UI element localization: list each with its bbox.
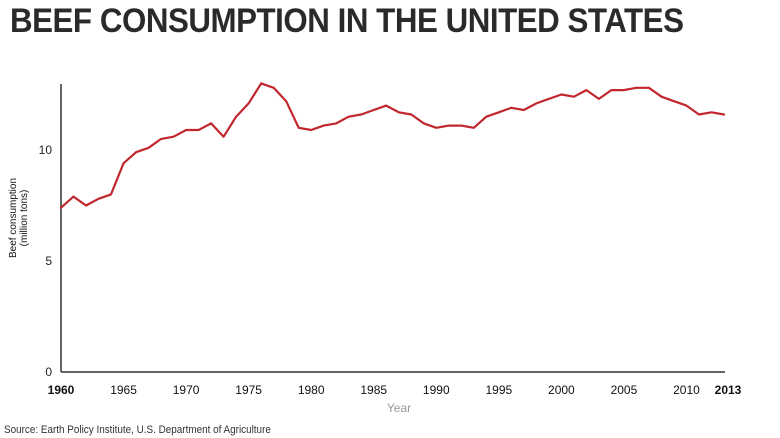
data-point bbox=[260, 82, 263, 85]
data-point bbox=[510, 106, 513, 109]
x-tick-label: 2010 bbox=[673, 383, 700, 397]
data-point bbox=[335, 122, 338, 125]
x-tick-label: 1960 bbox=[48, 383, 75, 397]
x-tick-label: 2013 bbox=[715, 383, 742, 397]
x-tick-label: 2000 bbox=[548, 383, 575, 397]
data-point bbox=[497, 111, 500, 114]
data-point bbox=[485, 115, 488, 118]
x-tick-label: 1985 bbox=[360, 383, 387, 397]
data-point bbox=[673, 100, 675, 103]
y-tick-label: 5 bbox=[45, 254, 52, 268]
data-point bbox=[185, 129, 188, 131]
data-point bbox=[347, 115, 350, 118]
data-point bbox=[435, 126, 438, 129]
data-point bbox=[598, 98, 600, 100]
data-point bbox=[422, 122, 425, 125]
x-axis-title: Year bbox=[387, 401, 411, 415]
data-point bbox=[197, 129, 200, 131]
data-point bbox=[610, 89, 613, 91]
data-points bbox=[60, 82, 725, 209]
y-tick-labels: 0 5 10 bbox=[39, 143, 53, 379]
data-point bbox=[272, 86, 275, 89]
x-tick-label: 1980 bbox=[298, 383, 325, 397]
y-axis-title-line1: Beef consumption bbox=[8, 178, 19, 258]
x-tick-label: 1975 bbox=[235, 383, 262, 397]
data-point bbox=[472, 126, 475, 129]
data-point bbox=[623, 89, 625, 91]
y-tick-label: 0 bbox=[45, 365, 52, 379]
data-point bbox=[235, 115, 238, 118]
x-tick-label: 2005 bbox=[611, 383, 638, 397]
data-point bbox=[385, 104, 388, 107]
data-point bbox=[522, 109, 525, 111]
data-point bbox=[297, 126, 300, 129]
data-point bbox=[585, 89, 588, 91]
data-point bbox=[535, 102, 538, 105]
data-point bbox=[172, 135, 175, 138]
y-tick-label: 10 bbox=[39, 143, 53, 157]
data-point bbox=[222, 135, 225, 138]
data-point bbox=[660, 95, 663, 98]
x-tick-labels: 1960 1965 1970 1975 1980 1985 1990 1995 2000 2005… bbox=[48, 383, 742, 397]
data-point bbox=[397, 111, 400, 114]
data-point bbox=[635, 86, 638, 89]
x-tick-label: 1990 bbox=[423, 383, 450, 397]
data-point bbox=[360, 113, 363, 116]
data-point bbox=[60, 206, 62, 209]
data-point bbox=[698, 113, 700, 116]
data-point bbox=[322, 124, 325, 127]
x-tick-label: 1965 bbox=[110, 383, 137, 397]
data-point bbox=[573, 95, 575, 98]
source-note: Source: Earth Policy Institute, U.S. Dep… bbox=[4, 424, 271, 436]
data-point bbox=[135, 151, 138, 154]
beef-consumption-line bbox=[59, 82, 726, 209]
page-title: BEEF CONSUMPTION IN THE UNITED STATES bbox=[10, 2, 684, 40]
data-point bbox=[560, 93, 563, 96]
data-point bbox=[147, 146, 150, 149]
x-tick-label: 1995 bbox=[485, 383, 512, 397]
data-point bbox=[410, 113, 413, 116]
data-point bbox=[460, 124, 463, 127]
data-point bbox=[160, 138, 163, 140]
y-axis-title: Beef consumption (million tons) bbox=[8, 178, 30, 258]
data-point bbox=[122, 162, 125, 165]
data-point bbox=[72, 195, 75, 198]
data-point bbox=[723, 113, 725, 116]
data-point bbox=[648, 86, 650, 89]
data-point bbox=[110, 193, 112, 196]
data-point bbox=[685, 104, 688, 107]
data-point bbox=[310, 129, 313, 131]
x-tick-label: 1970 bbox=[173, 383, 200, 397]
y-axis-title-line2: (million tons) bbox=[19, 190, 30, 247]
data-point bbox=[447, 124, 450, 127]
data-point bbox=[97, 197, 100, 200]
data-point bbox=[372, 109, 375, 111]
data-point bbox=[548, 98, 550, 100]
data-point bbox=[85, 204, 87, 207]
data-point bbox=[710, 111, 713, 114]
data-point bbox=[285, 100, 288, 103]
data-point bbox=[247, 102, 250, 105]
data-point bbox=[210, 122, 213, 125]
